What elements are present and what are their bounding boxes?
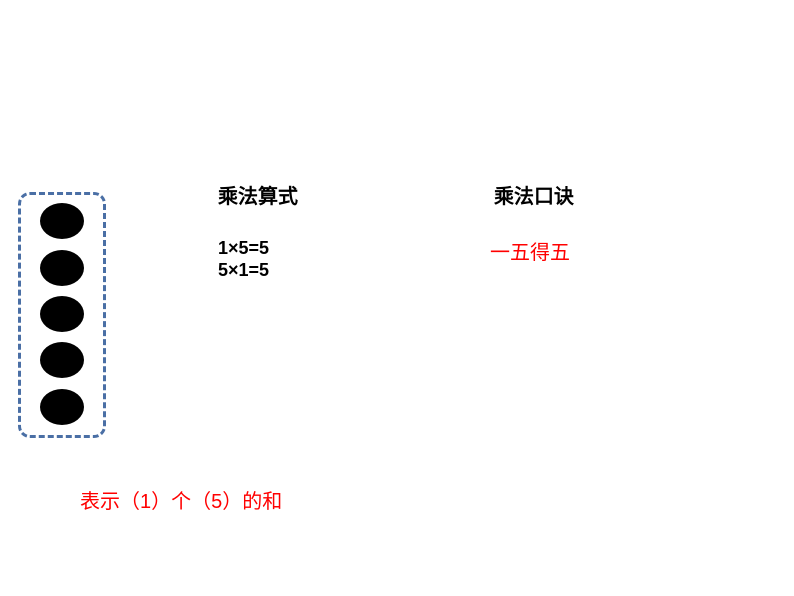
dot-4 (40, 342, 84, 378)
dot-1 (40, 203, 84, 239)
rhyme-text: 一五得五 (490, 236, 570, 265)
equation-2: 5×1=5 (218, 260, 269, 281)
dot-2 (40, 250, 84, 286)
dot-5 (40, 389, 84, 425)
dot-3 (40, 296, 84, 332)
dots-group (30, 200, 94, 428)
equation-heading: 乘法算式 (218, 180, 298, 209)
equation-1: 1×5=5 (218, 238, 269, 259)
rhyme-heading: 乘法口诀 (494, 180, 574, 209)
caption-text: 表示（1）个（5）的和 (80, 485, 282, 514)
